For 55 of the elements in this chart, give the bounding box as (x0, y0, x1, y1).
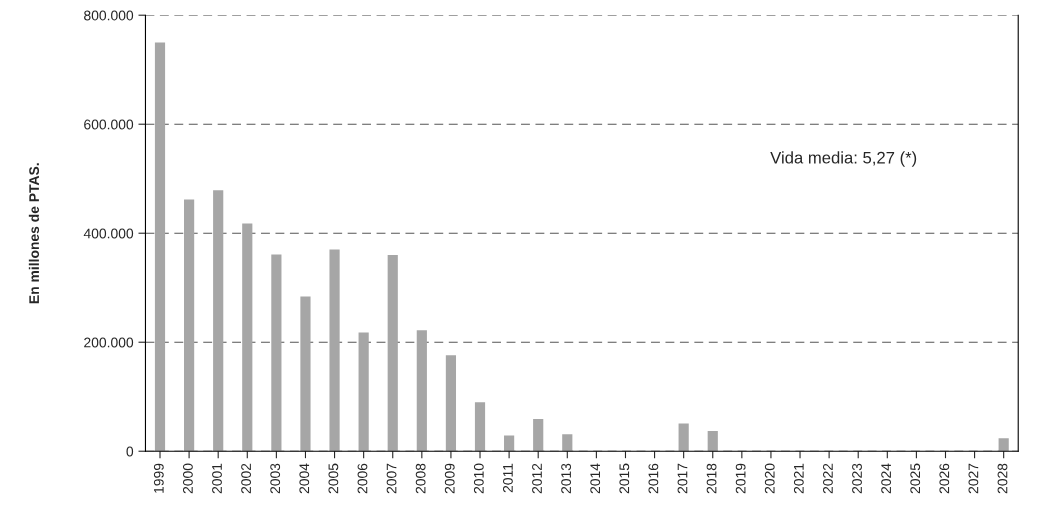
x-tick-label: 2004 (299, 463, 310, 494)
x-tick-label: 2018 (706, 463, 717, 494)
bar (184, 199, 195, 452)
x-tick-label: 2021 (793, 463, 804, 494)
x-tick-label: 2013 (561, 463, 572, 494)
bar (678, 423, 689, 452)
x-tick-label: 2025 (910, 463, 921, 494)
x-tick-label: 2026 (939, 463, 950, 494)
x-tick-label: 2015 (619, 463, 630, 494)
x-tick-label: 2000 (182, 463, 193, 494)
y-tick-label: 200.000 (84, 337, 134, 348)
x-tick-label: 2022 (823, 463, 833, 494)
bar (213, 190, 224, 452)
bar (533, 419, 544, 452)
x-tick-label: 2020 (764, 463, 775, 494)
x-tick-label: 2019 (735, 463, 746, 494)
x-tick-label: 2023 (852, 463, 862, 494)
y-tick-label: 0 (126, 446, 134, 457)
x-tick-label: 2012 (532, 463, 542, 494)
x-tick-label: 2024 (881, 463, 892, 494)
bar (474, 402, 486, 452)
bar (998, 438, 1009, 452)
x-tick-label: 2003 (270, 463, 281, 494)
bar (329, 249, 340, 452)
x-tick-label: 2011 (503, 463, 513, 493)
bar (387, 255, 398, 452)
x-tick-label: 2002 (241, 463, 252, 494)
x-tick-label: 2017 (677, 463, 688, 494)
bar (504, 435, 515, 452)
y-axis-title: En millones de PTAS. (28, 163, 40, 304)
x-tick-label: 2008 (415, 463, 426, 494)
y-tick-label: 800.000 (84, 10, 134, 21)
bar (707, 431, 718, 452)
y-tick-label: 600.000 (84, 119, 134, 130)
bar (416, 330, 427, 452)
annotation: Vida media: 5,27 (*) (770, 151, 917, 167)
x-tick-label: 2001 (212, 463, 222, 494)
x-tick-label: 2009 (444, 463, 455, 494)
y-tick-label: 400.000 (83, 228, 134, 239)
bar (445, 355, 457, 452)
x-tick-label: 2007 (386, 463, 397, 494)
x-tick-label: 2014 (590, 463, 601, 494)
x-tick-label: 1999 (153, 463, 164, 493)
x-tick-label: 2028 (997, 463, 1008, 494)
bar (154, 42, 166, 452)
bar (271, 254, 282, 452)
x-tick-label: 2010 (473, 463, 484, 494)
bar (300, 296, 311, 452)
x-tick-label: 2006 (357, 463, 368, 494)
x-tick-label: 2016 (648, 463, 659, 494)
x-tick-label: 2027 (968, 463, 979, 494)
bar (562, 434, 573, 452)
bar (242, 223, 253, 452)
x-tick-label: 2005 (328, 463, 339, 494)
bar (358, 332, 369, 452)
